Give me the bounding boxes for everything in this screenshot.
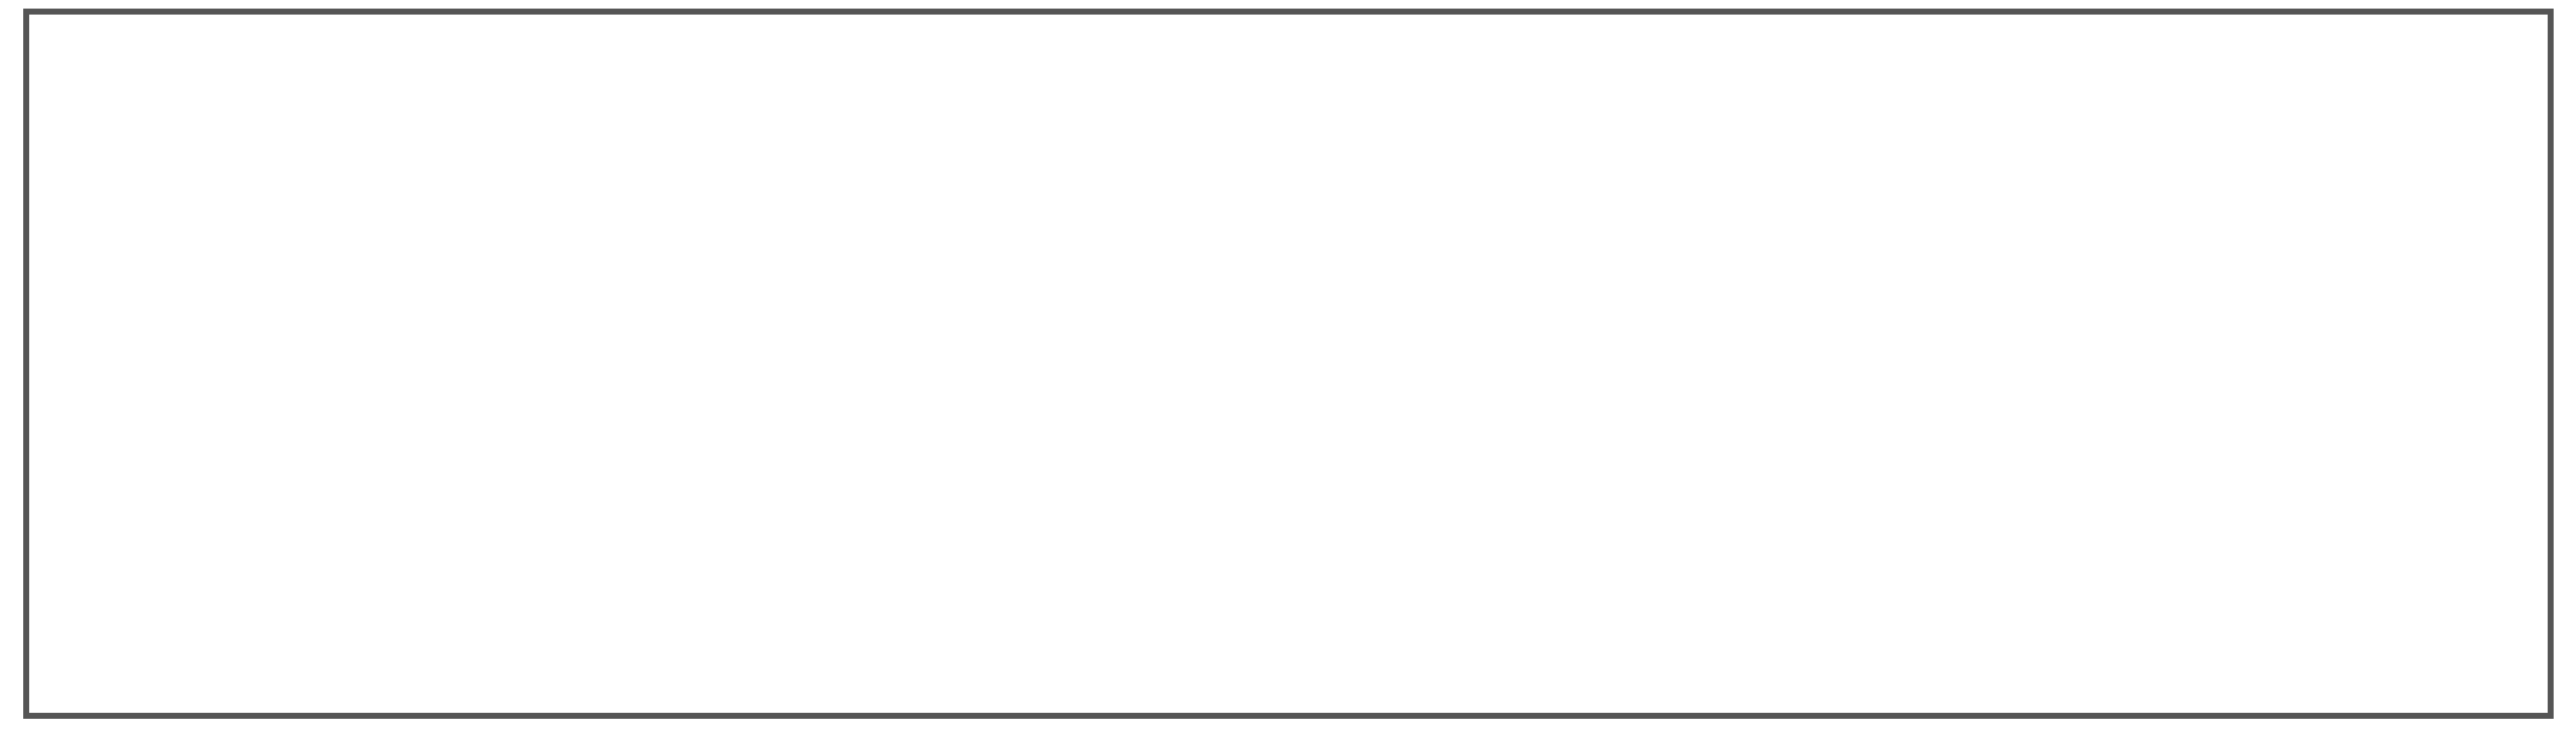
Text: .75: .75 bbox=[1919, 203, 1971, 234]
Text: .5: .5 bbox=[1363, 203, 1394, 234]
Text: 100000: 100000 bbox=[451, 496, 551, 521]
Text: 600000: 600000 bbox=[1736, 496, 1837, 521]
Text: 800000: 800000 bbox=[2249, 496, 2349, 521]
Text: 1: 1 bbox=[2501, 203, 2522, 234]
Bar bbox=[1069, 608, 1110, 644]
Bar bbox=[1118, 651, 1159, 686]
Text: sound: sound bbox=[124, 422, 224, 454]
Text: inchcalculator.com: inchcalculator.com bbox=[1146, 628, 1481, 664]
Text: 500000: 500000 bbox=[1479, 496, 1579, 521]
Bar bbox=[1118, 608, 1159, 644]
Text: speed of light to speed of sound conversion scale: speed of light to speed of sound convers… bbox=[755, 67, 1821, 108]
Text: 200000: 200000 bbox=[708, 496, 809, 521]
Text: 300000: 300000 bbox=[966, 496, 1066, 521]
Bar bbox=[1069, 651, 1110, 686]
Text: 700000: 700000 bbox=[1994, 496, 2094, 521]
Text: 0: 0 bbox=[237, 496, 252, 521]
Text: 0: 0 bbox=[234, 203, 255, 234]
Text: 400000: 400000 bbox=[1224, 496, 1321, 521]
Text: .25: .25 bbox=[786, 203, 837, 234]
Text: c: c bbox=[204, 299, 224, 336]
